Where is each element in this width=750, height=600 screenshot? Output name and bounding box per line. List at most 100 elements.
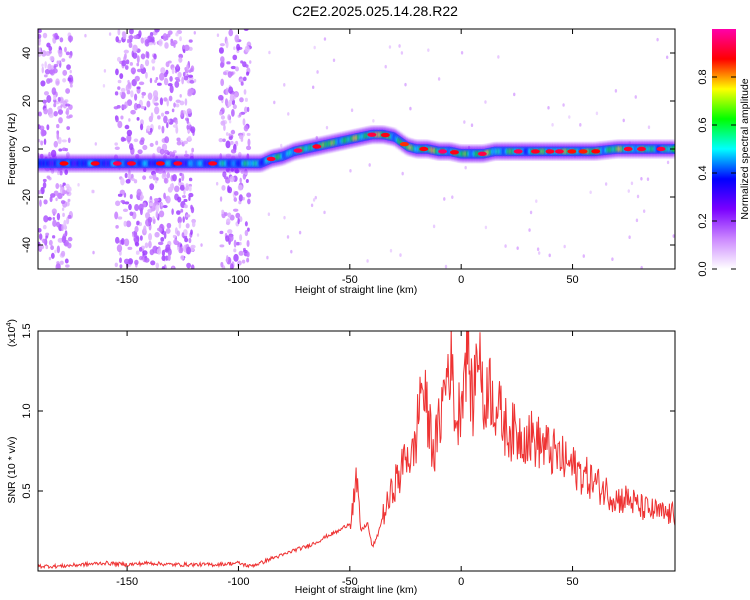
noise-speckle	[178, 221, 182, 229]
noise-speckle	[246, 145, 252, 151]
noise-speckle	[169, 151, 173, 157]
noise-speckle	[157, 125, 161, 130]
noise-speckle	[129, 62, 134, 66]
noise-speckle	[443, 197, 446, 201]
noise-speckle	[163, 77, 169, 86]
noise-speckle	[193, 30, 196, 35]
noise-speckle	[38, 124, 41, 130]
noise-speckle	[163, 145, 167, 149]
noise-speckle	[230, 148, 237, 154]
spectrogram-y-tick-label: 20	[21, 95, 33, 107]
snr-frame	[37, 330, 676, 572]
noise-speckle	[239, 216, 243, 223]
noise-speckle	[163, 149, 170, 155]
noise-speckle	[59, 170, 63, 176]
noise-speckle	[497, 55, 500, 59]
noise-speckle	[225, 87, 229, 96]
noise-speckle	[128, 35, 134, 41]
snr-x-tick-label: 0	[458, 576, 464, 588]
noise-speckle	[149, 127, 153, 133]
noise-speckle	[154, 79, 158, 84]
noise-speckle	[224, 212, 228, 217]
noise-speckle	[132, 44, 138, 53]
noise-speckle	[551, 123, 554, 127]
noise-speckle	[42, 32, 48, 39]
noise-speckle	[166, 222, 172, 229]
noise-speckle	[185, 223, 190, 229]
noise-speckle	[114, 142, 118, 146]
noise-speckle	[163, 97, 168, 102]
noise-speckle	[186, 63, 189, 72]
noise-speckle	[136, 116, 140, 121]
noise-speckle	[127, 258, 134, 265]
noise-speckle	[127, 246, 133, 251]
noise-speckle	[152, 66, 155, 71]
noise-speckle	[56, 132, 60, 140]
noise-speckle	[244, 170, 248, 176]
noise-speckle	[138, 203, 144, 212]
noise-speckle	[41, 50, 47, 57]
noise-speckle	[117, 216, 123, 220]
noise-speckle	[235, 66, 239, 72]
noise-speckle	[235, 213, 240, 219]
noise-speckle	[53, 140, 59, 148]
noise-speckle	[56, 212, 61, 221]
noise-speckle	[47, 216, 52, 221]
noise-speckle	[148, 42, 154, 46]
noise-speckle	[246, 106, 250, 112]
noise-speckle	[66, 186, 72, 193]
noise-speckle	[163, 71, 168, 78]
noise-speckle	[180, 255, 185, 261]
colorbar-tick-label: 0.8	[697, 69, 709, 84]
noise-speckle	[242, 61, 247, 68]
noise-speckle	[243, 89, 247, 95]
noise-speckle	[136, 103, 141, 109]
noise-speckle	[183, 204, 188, 209]
noise-speckle	[153, 41, 156, 46]
noise-speckle	[484, 225, 488, 230]
noise-speckle	[155, 210, 159, 219]
noise-speckle	[636, 194, 640, 199]
noise-speckle	[238, 250, 244, 256]
noise-speckle	[172, 124, 178, 128]
noise-speckle	[180, 208, 184, 213]
noise-speckle	[119, 60, 122, 65]
noise-speckle	[220, 56, 225, 63]
noise-speckle	[47, 63, 52, 71]
noise-speckle	[134, 225, 139, 233]
noise-speckle	[149, 142, 154, 148]
noise-speckle	[140, 53, 146, 60]
snr-plot-area	[38, 331, 675, 571]
noise-speckle	[158, 38, 163, 47]
noise-speckle	[155, 262, 160, 269]
noise-speckle	[38, 38, 42, 43]
spectrogram-x-tick-label: -50	[342, 274, 358, 286]
noise-speckle	[171, 108, 175, 113]
noise-speckle	[156, 82, 162, 86]
ridge-peak	[173, 161, 183, 166]
noise-speckle	[179, 246, 184, 254]
noise-speckle	[221, 184, 226, 191]
noise-speckle	[138, 247, 143, 252]
noise-speckle	[242, 118, 246, 126]
noise-speckle	[184, 150, 188, 154]
noise-speckle	[38, 233, 43, 240]
noise-speckle	[218, 47, 224, 54]
noise-speckle	[243, 29, 249, 32]
snr-multiplier-suffix: )	[6, 319, 18, 323]
noise-speckle	[126, 129, 133, 137]
noise-speckle	[184, 98, 188, 106]
noise-speckle	[124, 172, 128, 179]
noise-speckle	[244, 45, 250, 53]
noise-speckle	[124, 65, 129, 70]
noise-speckle	[69, 69, 72, 74]
noise-speckle	[57, 109, 64, 115]
noise-speckle	[235, 140, 238, 145]
noise-speckle	[40, 128, 46, 137]
noise-speckle	[119, 257, 122, 264]
noise-speckle	[528, 228, 531, 232]
noise-speckle	[56, 123, 60, 129]
noise-speckle	[42, 181, 47, 189]
ridge-peak	[312, 144, 322, 149]
noise-speckle	[647, 125, 651, 129]
